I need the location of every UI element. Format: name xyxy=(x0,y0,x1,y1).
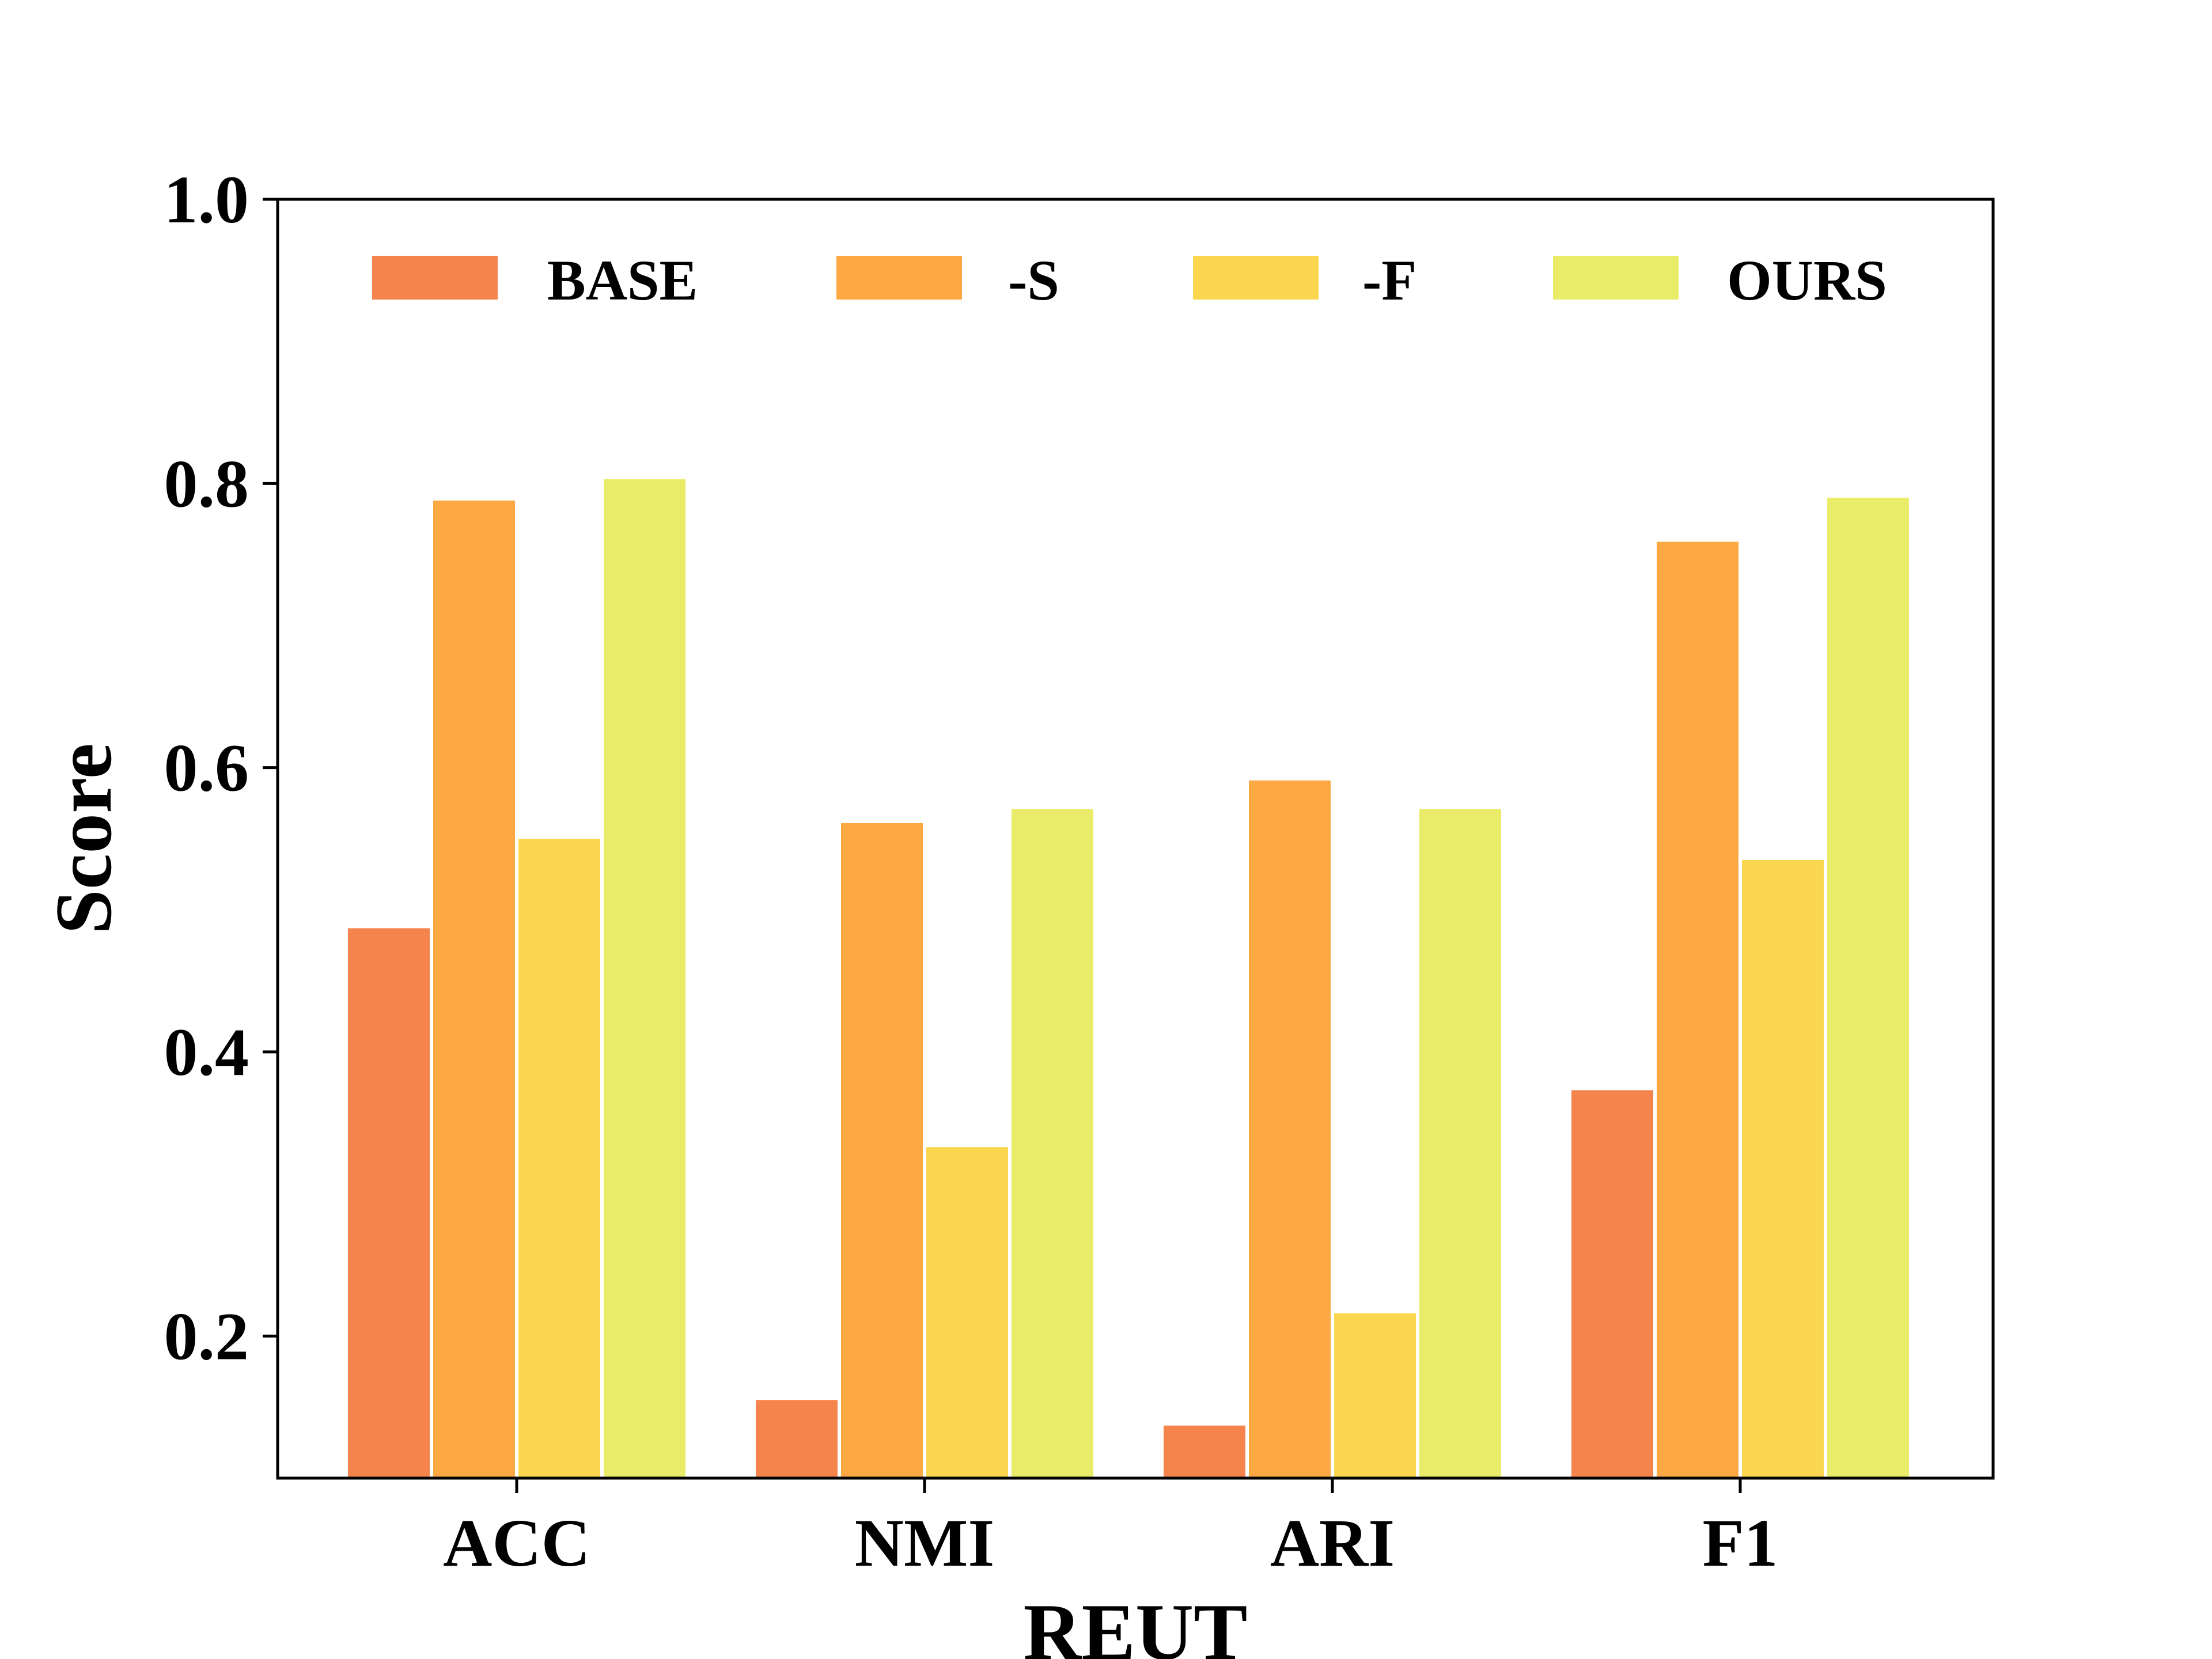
bars-group xyxy=(348,479,1909,1478)
legend-label-ours: OURS xyxy=(1727,248,1887,312)
legend-swatch-f xyxy=(1193,256,1319,300)
bar-f1-s xyxy=(1657,541,1738,1478)
legend-label-base: BASE xyxy=(547,248,698,312)
y-axis-title: Score xyxy=(39,743,128,934)
legend-label-s: -S xyxy=(1008,248,1059,312)
bar-ari-ours xyxy=(1419,809,1501,1478)
plot-frame xyxy=(276,198,1995,1480)
bar-f1-ours xyxy=(1827,498,1909,1478)
bar-f1-base xyxy=(1571,1090,1653,1478)
bar-nmi-base xyxy=(756,1400,838,1478)
x-axis-title: REUT xyxy=(1024,1588,1248,1659)
legend-swatch-s xyxy=(836,256,962,300)
bar-ari-f xyxy=(1334,1313,1416,1478)
x-tick-label-ari: ARI xyxy=(1270,1505,1395,1581)
bar-acc-ours xyxy=(604,479,685,1478)
bar-acc-base xyxy=(348,928,430,1478)
x-tick-label-f1: F1 xyxy=(1702,1505,1778,1581)
y-tick-label: 1.0 xyxy=(164,162,249,237)
bar-nmi-f xyxy=(926,1147,1008,1478)
x-tick-label-nmi: NMI xyxy=(855,1505,995,1581)
bar-ari-base xyxy=(1164,1425,1245,1478)
x-tick-label-acc: ACC xyxy=(443,1505,590,1581)
legend-swatch-ours xyxy=(1553,256,1679,300)
bar-acc-f xyxy=(518,839,600,1478)
y-tick-label: 0.8 xyxy=(164,446,249,521)
bar-nmi-ours xyxy=(1012,809,1093,1478)
legend-label-f: -F xyxy=(1362,248,1416,312)
bar-ari-s xyxy=(1249,780,1331,1478)
legend: BASE -S -F OURS xyxy=(372,248,1887,312)
bar-acc-s xyxy=(433,500,515,1478)
bar-f1-f xyxy=(1742,860,1824,1478)
legend-swatch-base xyxy=(372,256,498,300)
y-axis: 0.2 0.4 0.6 0.8 1.0 xyxy=(164,162,278,1374)
x-axis: ACC NMI ARI F1 xyxy=(443,1478,1778,1581)
y-tick-label: 0.2 xyxy=(164,1298,249,1374)
y-tick-label: 0.4 xyxy=(164,1014,249,1090)
y-tick-label: 0.6 xyxy=(164,730,249,806)
bar-nmi-s xyxy=(841,823,923,1478)
